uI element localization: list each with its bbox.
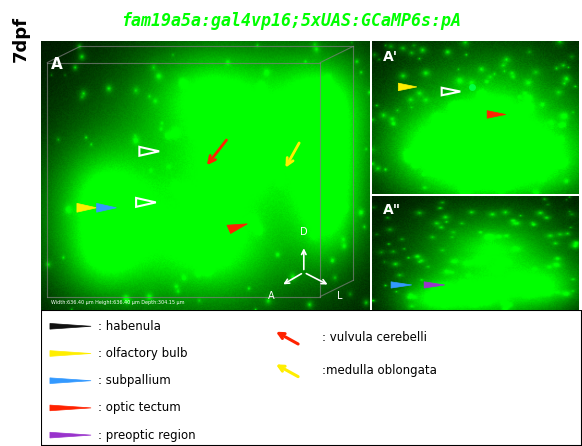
Text: 7dpf: 7dpf bbox=[12, 17, 29, 62]
Text: :medulla oblongata: :medulla oblongata bbox=[322, 364, 437, 377]
Text: : vulvula cerebelli: : vulvula cerebelli bbox=[322, 331, 427, 344]
Text: L: L bbox=[337, 291, 343, 301]
Text: A": A" bbox=[383, 203, 401, 217]
Text: : habenula: : habenula bbox=[98, 320, 161, 333]
Text: fam19a5a:gal4vp16;5xUAS:GCaMP6s:pA: fam19a5a:gal4vp16;5xUAS:GCaMP6s:pA bbox=[121, 12, 461, 29]
Polygon shape bbox=[424, 282, 445, 288]
Polygon shape bbox=[50, 323, 91, 329]
Polygon shape bbox=[77, 203, 97, 212]
Text: : preoptic region: : preoptic region bbox=[98, 429, 195, 442]
Polygon shape bbox=[398, 83, 417, 91]
Polygon shape bbox=[227, 224, 247, 234]
Polygon shape bbox=[50, 405, 91, 411]
Polygon shape bbox=[97, 203, 116, 212]
Polygon shape bbox=[50, 378, 91, 384]
Text: D: D bbox=[300, 227, 308, 237]
Text: : optic tectum: : optic tectum bbox=[98, 401, 180, 414]
Polygon shape bbox=[50, 351, 91, 356]
Polygon shape bbox=[487, 111, 506, 118]
Text: A: A bbox=[268, 291, 274, 301]
Text: A: A bbox=[51, 57, 62, 72]
Text: : subpallium: : subpallium bbox=[98, 374, 171, 387]
Text: Width:636.40 µm Height:636.40 µm Depth:304.15 µm: Width:636.40 µm Height:636.40 µm Depth:3… bbox=[51, 300, 184, 305]
Text: : olfactory bulb: : olfactory bulb bbox=[98, 347, 187, 360]
Text: A': A' bbox=[383, 50, 398, 64]
Polygon shape bbox=[391, 282, 411, 288]
Polygon shape bbox=[50, 432, 91, 438]
